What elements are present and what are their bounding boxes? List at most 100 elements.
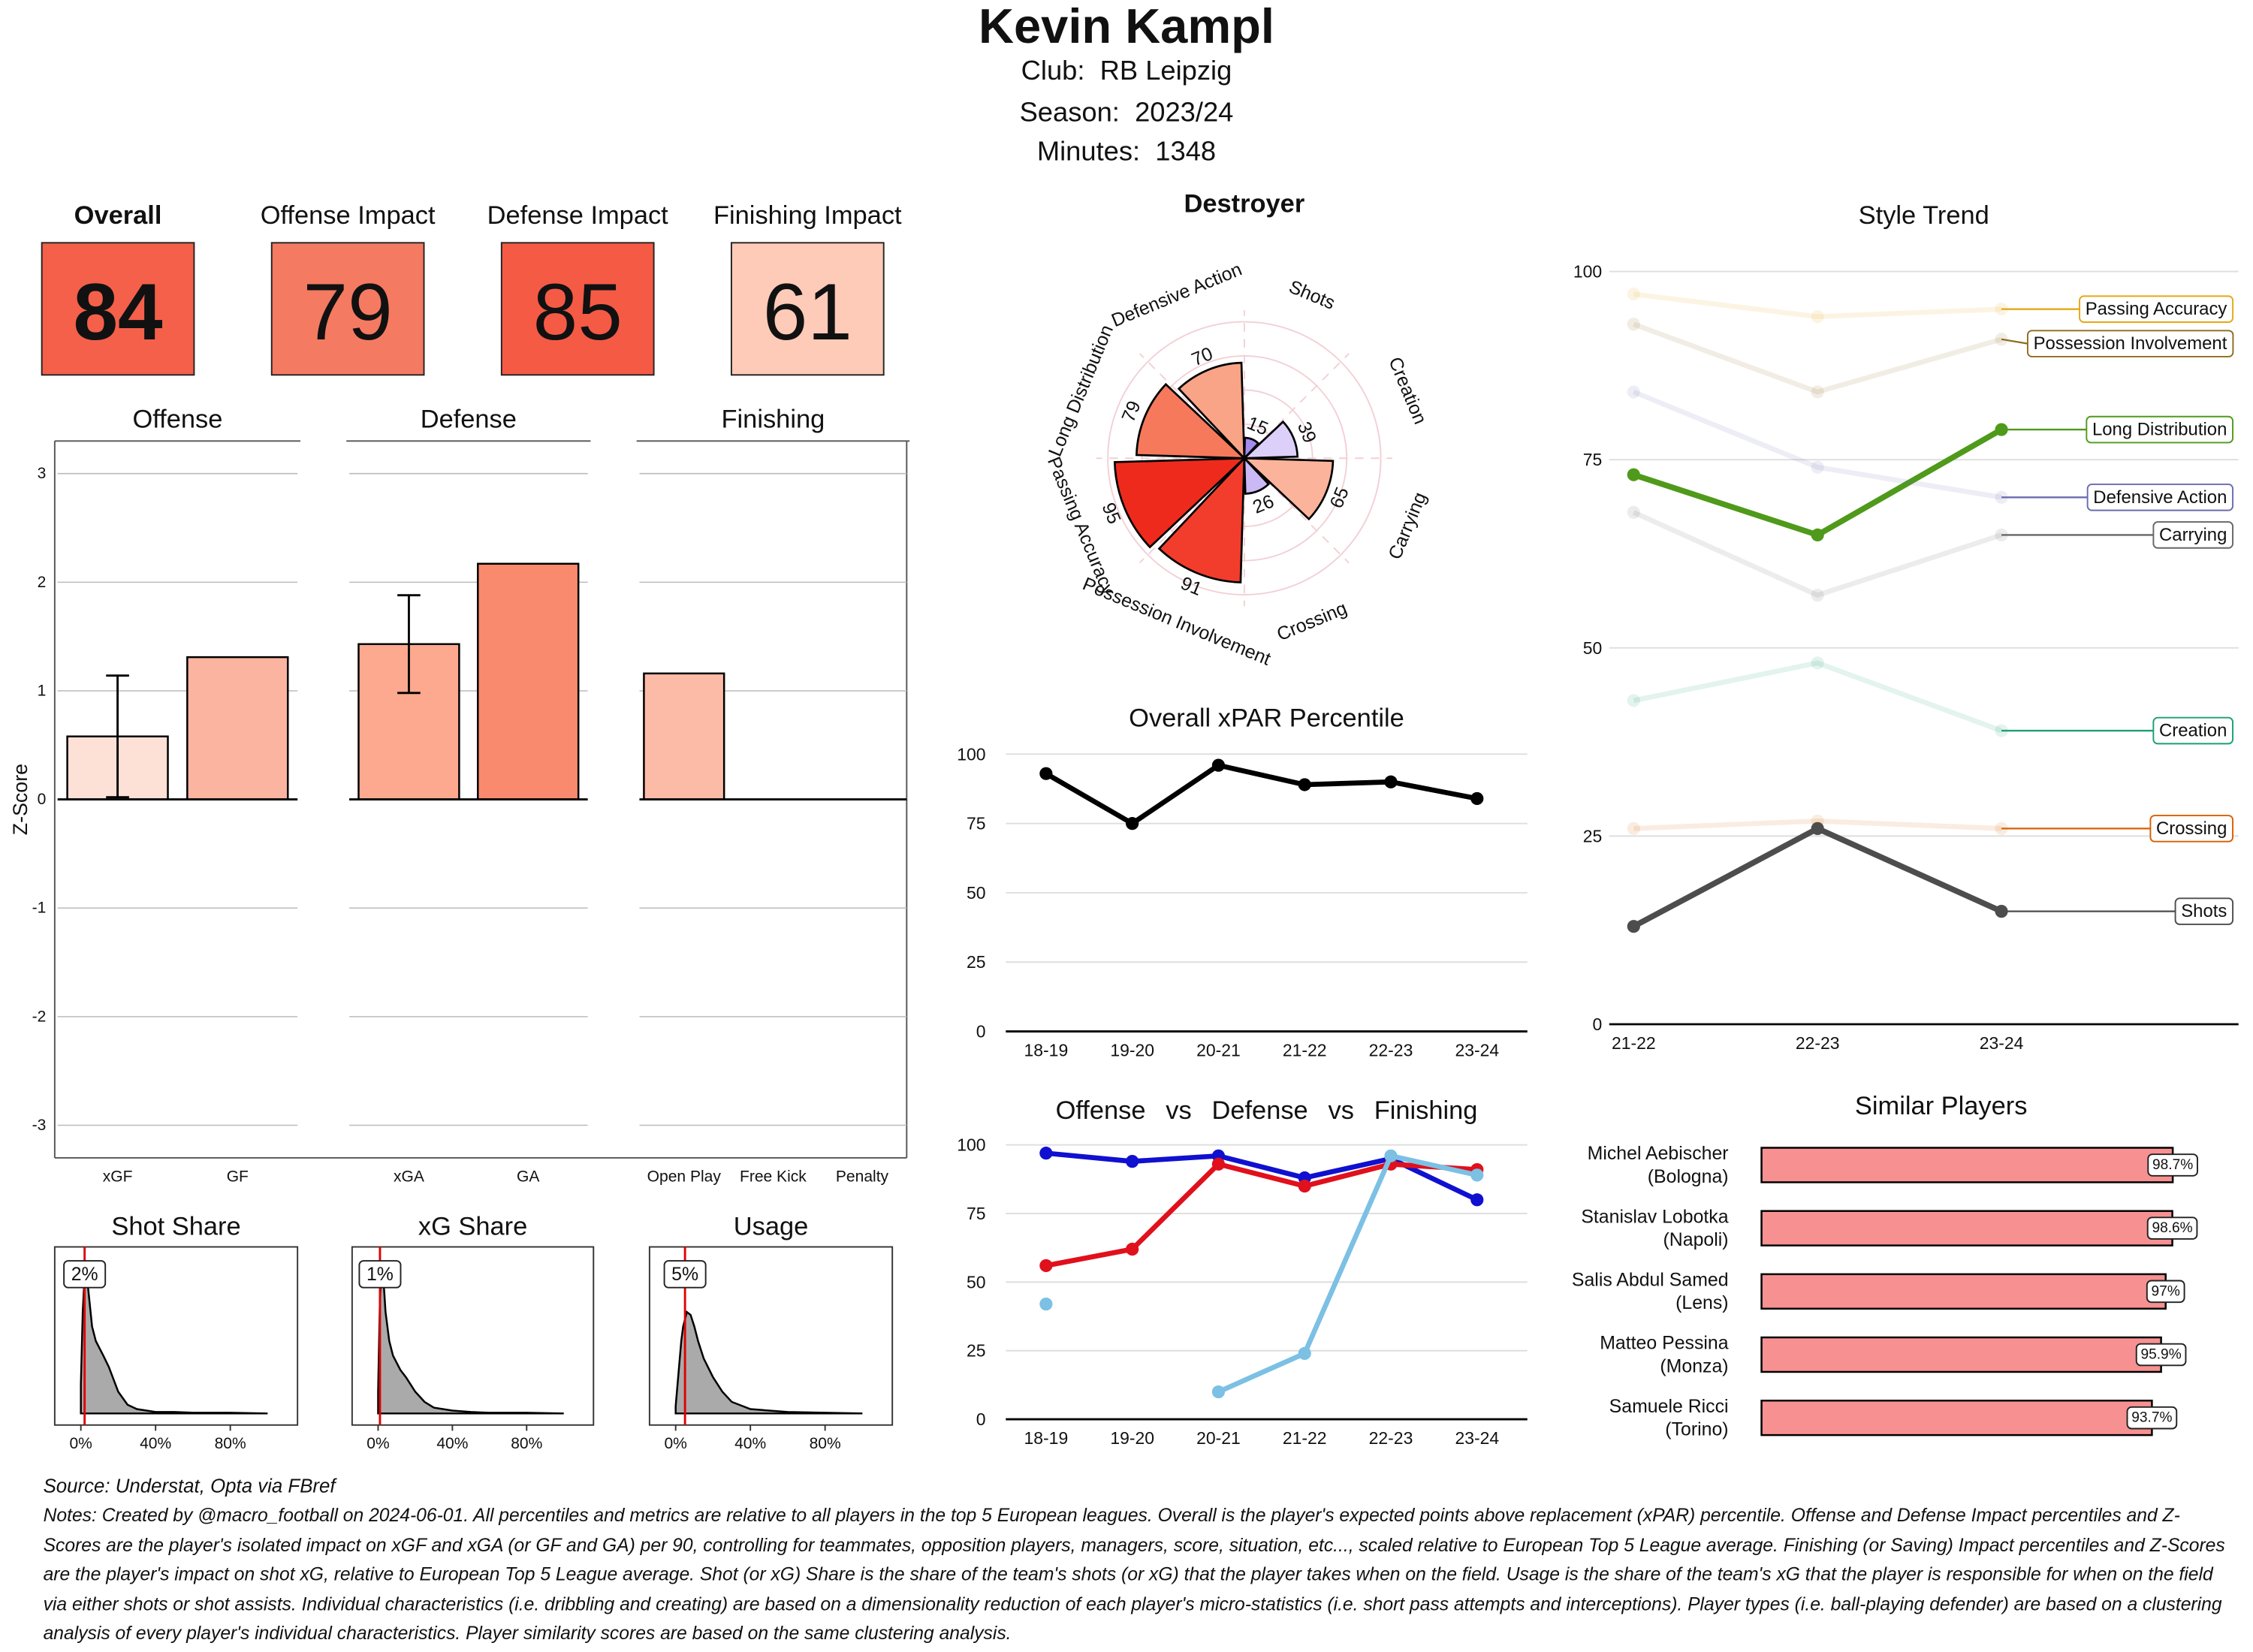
error-bar: [397, 594, 421, 695]
facet-title: Defense: [421, 405, 517, 434]
label-box: [358, 1260, 402, 1289]
series-line: [1632, 510, 2003, 598]
impact-box: [270, 242, 425, 376]
category-label: Crossing: [1274, 598, 1350, 645]
y-tick-label: 100: [957, 744, 985, 764]
x-tick-label: 20-21: [1196, 1040, 1241, 1060]
value-label: 93.7%: [2131, 1410, 2172, 1426]
x-tick-label: 22-23: [1796, 1033, 1840, 1053]
title-separator: vs: [1166, 1096, 1191, 1125]
error-bar: [106, 674, 129, 799]
label-box: [2152, 521, 2234, 549]
y-tick-label: 25: [1583, 826, 1603, 846]
x-tick-label: 23-24: [1455, 1428, 1499, 1448]
y-tick-label: -1: [32, 900, 47, 917]
player-name: Samuele Ricci: [1609, 1396, 1729, 1417]
series-point: [1470, 1168, 1484, 1182]
player-label: 1%: [366, 1264, 394, 1285]
y-tick-label: 3: [38, 465, 47, 482]
x-tick-label: 0%: [69, 1435, 92, 1452]
bar: [1760, 1210, 2173, 1247]
series-point: [1384, 775, 1398, 788]
label-box: [2026, 330, 2234, 357]
label-box: [2086, 484, 2233, 511]
y-tick-label: 75: [967, 814, 986, 834]
legend-entry: Crossing: [2156, 818, 2227, 839]
panel-frame: [351, 1246, 595, 1426]
series-line: [1633, 321, 2002, 395]
notes: Notes: Created by @macro_football on 202…: [43, 1503, 2225, 1644]
panel-title: Shot Share: [111, 1213, 240, 1241]
value-label: 65: [1326, 484, 1353, 511]
series-point: [1039, 767, 1053, 780]
x-tick-label: Free Kick: [740, 1168, 807, 1185]
label-box: [2152, 716, 2234, 745]
polar-bar: [1135, 382, 1247, 460]
panel-frame: [53, 1246, 299, 1426]
x-tick-label: 18-19: [1024, 1040, 1069, 1060]
chart-title: Similar Players: [1855, 1092, 2028, 1120]
label-box: [2149, 815, 2234, 843]
player-label: 2%: [71, 1264, 98, 1285]
y-tick-label: 100: [1573, 262, 1602, 282]
value-label: 70: [1189, 343, 1216, 370]
x-tick-label: Penalty: [836, 1168, 889, 1185]
header-line: Minutes: 1348: [1037, 135, 1216, 166]
player-club: (Napoli): [1663, 1229, 1729, 1250]
series-point: [1627, 318, 1640, 331]
x-tick-label: 80%: [511, 1435, 542, 1452]
chart-title: Style Trend: [1859, 201, 1989, 230]
impact-label: Overall: [74, 201, 162, 230]
legend-title-entry: Defense: [1211, 1096, 1307, 1125]
polar-bar: [1113, 457, 1247, 549]
y-axis-label: Z-Score: [9, 764, 32, 835]
player-club: (Bologna): [1648, 1166, 1729, 1187]
value-label: 79: [1117, 398, 1145, 425]
value-label: 98.6%: [2152, 1220, 2192, 1236]
series-point: [1126, 1242, 1139, 1256]
player-name: Michel Aebischer: [1588, 1143, 1729, 1164]
legend-entry: Passing Accuracy: [2086, 299, 2227, 319]
series-point: [1627, 505, 1640, 519]
x-tick-label: 80%: [810, 1435, 841, 1452]
category-label: Shots: [1286, 276, 1338, 314]
series-line: [1633, 427, 2003, 538]
x-tick-label: GA: [517, 1168, 539, 1185]
x-tick-label: 22-23: [1369, 1428, 1413, 1448]
player-name: Stanislav Lobotka: [1581, 1206, 1728, 1227]
x-tick-label: GF: [227, 1168, 249, 1185]
y-tick-label: 50: [967, 883, 986, 903]
y-tick-label: 75: [1583, 450, 1603, 469]
x-tick-label: 22-23: [1369, 1040, 1413, 1060]
y-tick-label: -2: [32, 1008, 47, 1025]
label-box: [2086, 415, 2234, 444]
series-point: [1470, 791, 1484, 806]
value-label: 98.7%: [2152, 1157, 2193, 1173]
facet-title: Offense: [132, 405, 222, 434]
series-point: [1211, 1385, 1226, 1399]
series-point: [1811, 310, 1824, 324]
value-label: 91: [1178, 573, 1205, 600]
value-label: 95: [1097, 500, 1124, 527]
density-area: [674, 1310, 863, 1415]
source: Source: Understat, Opta via FBref: [43, 1475, 336, 1497]
chart-title: Overall xPAR Percentile: [1129, 704, 1404, 733]
bar: [1760, 1147, 2174, 1183]
player-club: (Monza): [1660, 1355, 1728, 1376]
label-box: [63, 1260, 107, 1289]
series-point: [1811, 385, 1824, 399]
series-point: [1039, 1259, 1053, 1273]
label-box: [2135, 1343, 2187, 1367]
y-tick-label: -3: [32, 1117, 47, 1134]
impact-value: 79: [303, 267, 393, 357]
x-tick-label: 20-21: [1196, 1428, 1241, 1448]
bar: [1760, 1399, 2153, 1436]
impact-label: Offense Impact: [261, 201, 436, 230]
density-area: [377, 1268, 564, 1415]
series-point: [1298, 1346, 1311, 1361]
bar: [643, 672, 725, 800]
value-label: 26: [1250, 490, 1277, 517]
polar-bar: [1243, 436, 1260, 461]
series-point: [1627, 920, 1640, 933]
series-line: [1217, 1153, 1478, 1394]
